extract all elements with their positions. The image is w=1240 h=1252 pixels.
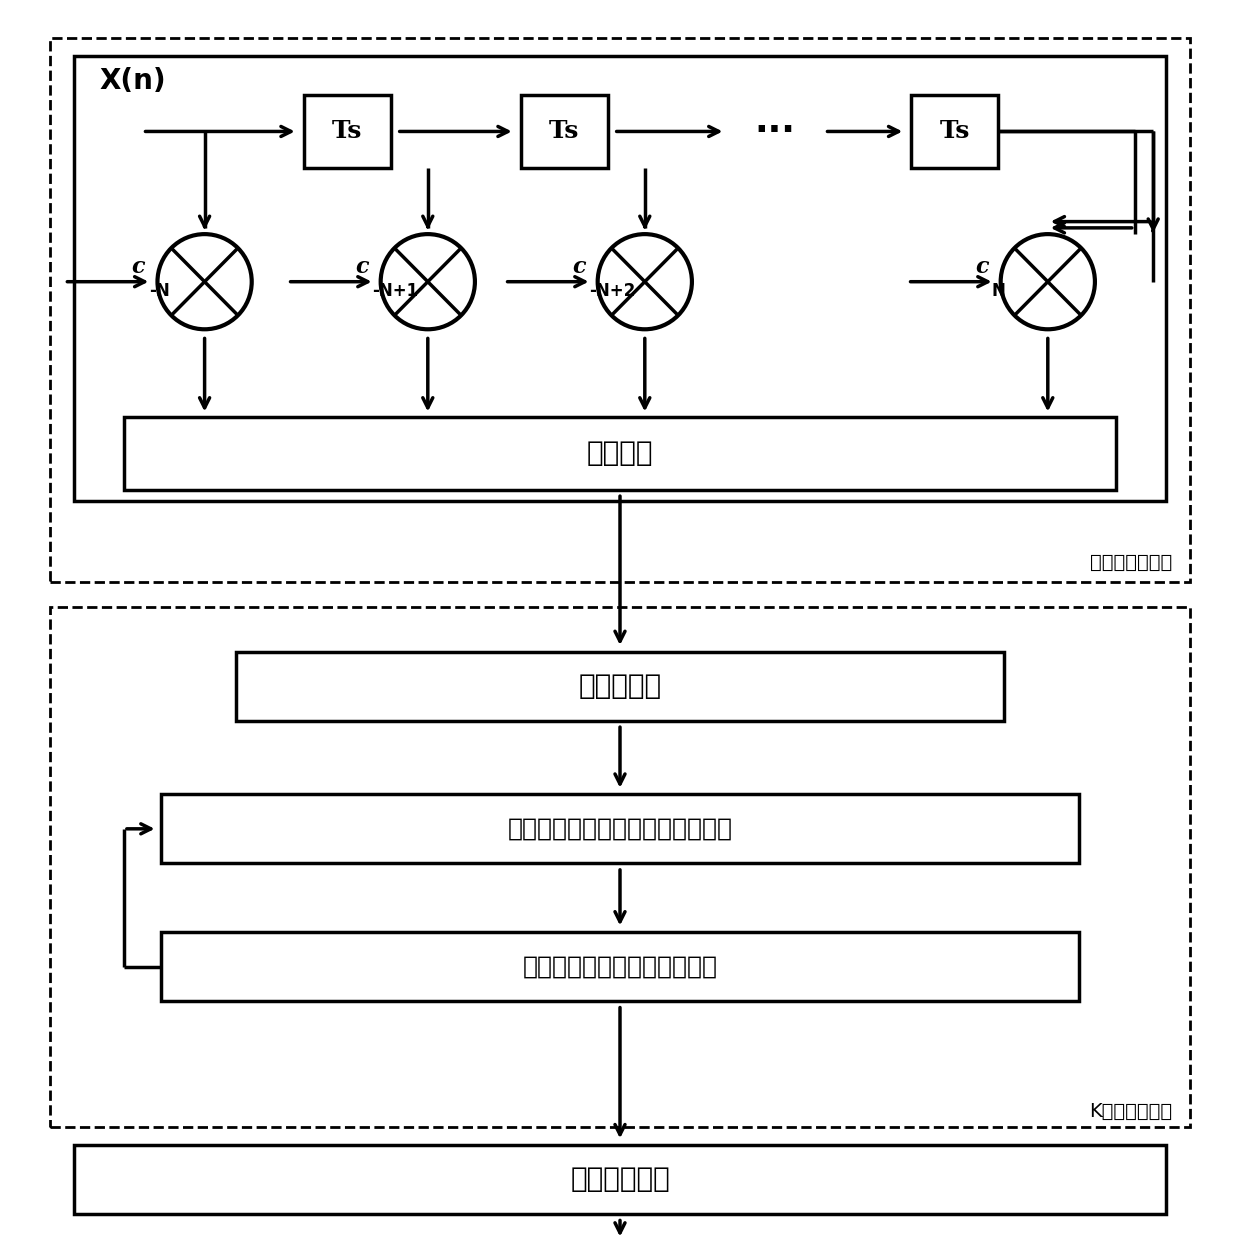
Bar [521, 95, 608, 168]
Text: X(n): X(n) [99, 68, 166, 95]
Text: 向量构建: 向量构建 [587, 439, 653, 467]
Text: 计算向量与量化点的距离，并聚类: 计算向量与量化点的距离，并聚类 [507, 816, 733, 841]
Text: -N+1: -N+1 [372, 282, 418, 299]
Text: c: c [572, 255, 585, 278]
Bar [74, 1144, 1166, 1214]
Text: Ts: Ts [549, 119, 579, 144]
Text: 数据预处理模块: 数据预处理模块 [1090, 553, 1172, 572]
Text: c: c [355, 255, 368, 278]
Text: c: c [131, 255, 145, 278]
Text: 量化阶选取: 量化阶选取 [578, 672, 662, 700]
Text: ···: ··· [755, 114, 795, 149]
Text: 计算新的量化区间和中心向量: 计算新的量化区间和中心向量 [522, 954, 718, 979]
Text: Ts: Ts [940, 119, 970, 144]
Text: -N+2: -N+2 [589, 282, 635, 299]
Text: c: c [975, 255, 988, 278]
Bar [124, 417, 1116, 490]
Text: 量化结果输出: 量化结果输出 [570, 1166, 670, 1193]
Text: N: N [992, 282, 1006, 299]
Bar [161, 931, 1079, 1002]
Bar [50, 38, 1190, 582]
Bar [74, 56, 1166, 501]
Text: Ts: Ts [332, 119, 362, 144]
Text: -N: -N [149, 282, 170, 299]
Bar [911, 95, 998, 168]
Bar [236, 652, 1004, 721]
Bar [50, 607, 1190, 1127]
Text: K均値量化模块: K均値量化模块 [1089, 1102, 1172, 1121]
Bar [304, 95, 391, 168]
Bar [161, 795, 1079, 864]
